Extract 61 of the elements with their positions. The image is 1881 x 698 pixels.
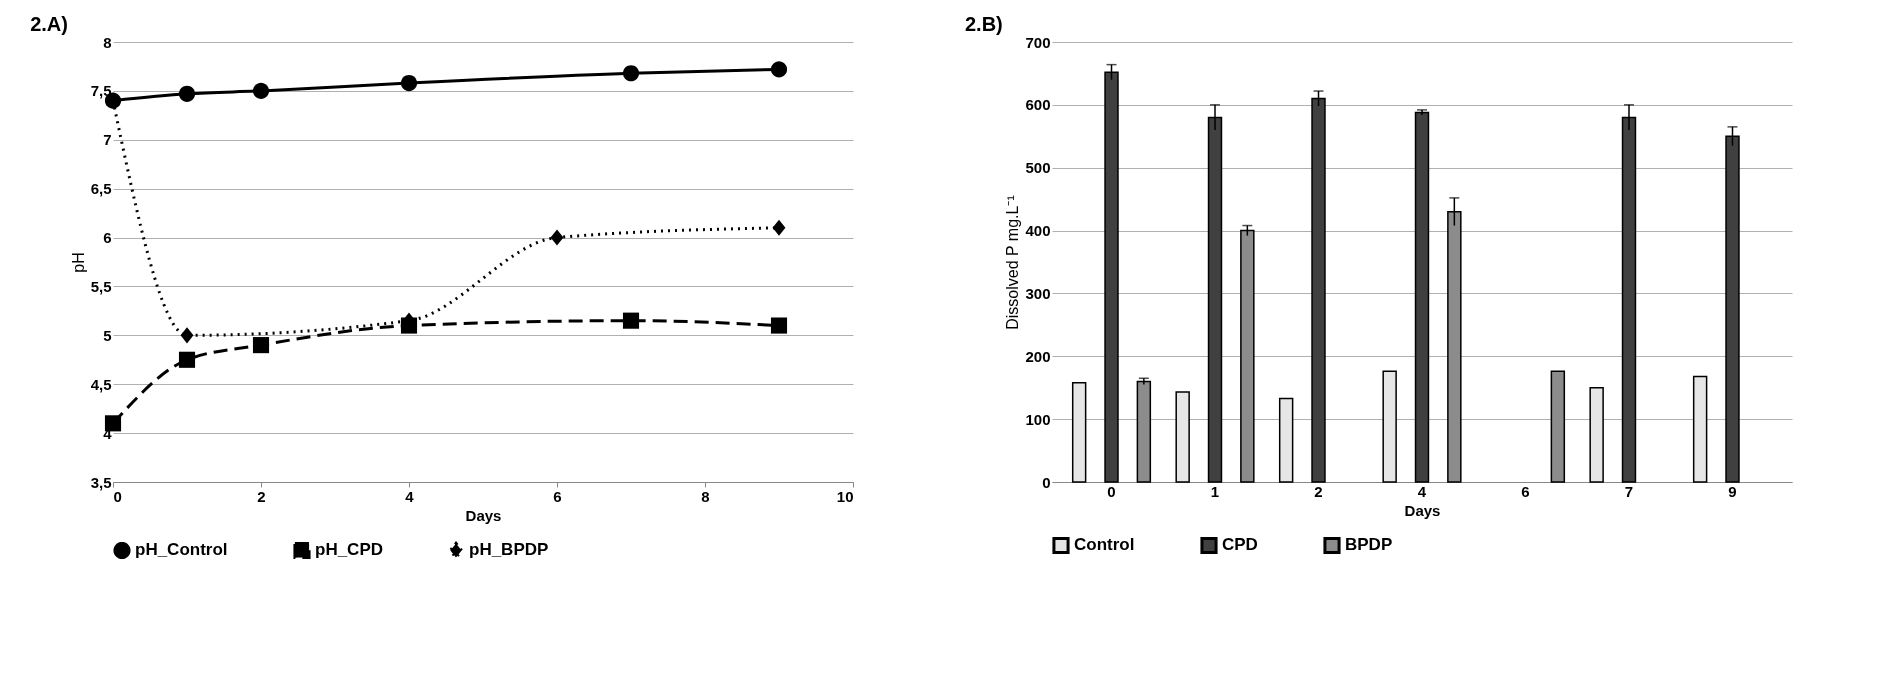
y-tick-label: 5 (103, 326, 112, 344)
point (772, 219, 786, 236)
y-axis-title: Dissolved P mg.L⁻¹ (1004, 195, 1022, 330)
point (252, 82, 270, 99)
y-tick-label: 300 (1025, 284, 1051, 302)
legend-label: pH_Control (135, 540, 228, 560)
legend-label: BPDP (1345, 535, 1393, 555)
y-tick-label: 5,5 (90, 277, 112, 295)
legend-label: pH_BPDP (469, 540, 549, 560)
point (550, 229, 564, 246)
y-tick-label: 200 (1025, 347, 1051, 365)
x-tick-label: 4 (405, 487, 415, 505)
y-tick-label: 500 (1025, 159, 1051, 177)
y-tick-label: 6 (103, 229, 112, 247)
x-tick-label: 8 (701, 487, 710, 505)
point (622, 65, 640, 82)
chart-title: 2.A) (30, 13, 68, 35)
point (770, 61, 788, 78)
x-tick-label: 7 (1624, 482, 1634, 500)
bar (1071, 381, 1087, 483)
point (104, 415, 122, 432)
x-tick-label: 2 (257, 487, 266, 505)
x-tick-label: 2 (1314, 482, 1323, 500)
y-tick-label: 8 (103, 33, 112, 51)
x-tick-label: 4 (1417, 482, 1427, 500)
bar (1175, 391, 1190, 483)
bar (1589, 386, 1604, 483)
y-tick-label: 3,5 (90, 473, 112, 491)
y-tick-label: 100 (1025, 410, 1051, 428)
y-tick-label: 600 (1025, 96, 1051, 114)
point (252, 337, 270, 354)
bar (1278, 397, 1294, 483)
legend-label: CPD (1222, 535, 1258, 555)
point (622, 312, 640, 329)
point (178, 85, 196, 102)
y-tick-label: 7 (103, 131, 112, 149)
y-axis-title: pH (69, 252, 87, 273)
legend-label: pH_CPD (315, 540, 384, 560)
x-tick-label: 1 (1210, 482, 1220, 500)
bar (1692, 375, 1708, 483)
y-tick-label: 6,5 (90, 180, 112, 198)
bar (1382, 370, 1397, 483)
x-axis-title: Days (465, 506, 502, 524)
x-tick-label: 6 (1521, 482, 1530, 500)
bar (1414, 111, 1430, 483)
y-tick-label: 700 (1025, 33, 1051, 51)
x-tick-label: 6 (553, 487, 562, 505)
legend-label: Control (1074, 535, 1135, 555)
x-tick-label: 9 (1728, 482, 1737, 500)
y-tick-label: 400 (1025, 222, 1051, 240)
x-axis-title: Days (1404, 501, 1441, 519)
point (178, 351, 196, 368)
x-tick-label: 10 (836, 487, 854, 505)
point (770, 317, 788, 334)
point (400, 75, 418, 92)
y-tick-label: 4,5 (90, 375, 112, 393)
chart-title: 2.B) (964, 13, 1003, 35)
point (180, 327, 194, 344)
x-tick-label: 0 (1107, 482, 1116, 500)
point (400, 317, 418, 334)
y-tick-label: 7,5 (90, 82, 112, 100)
